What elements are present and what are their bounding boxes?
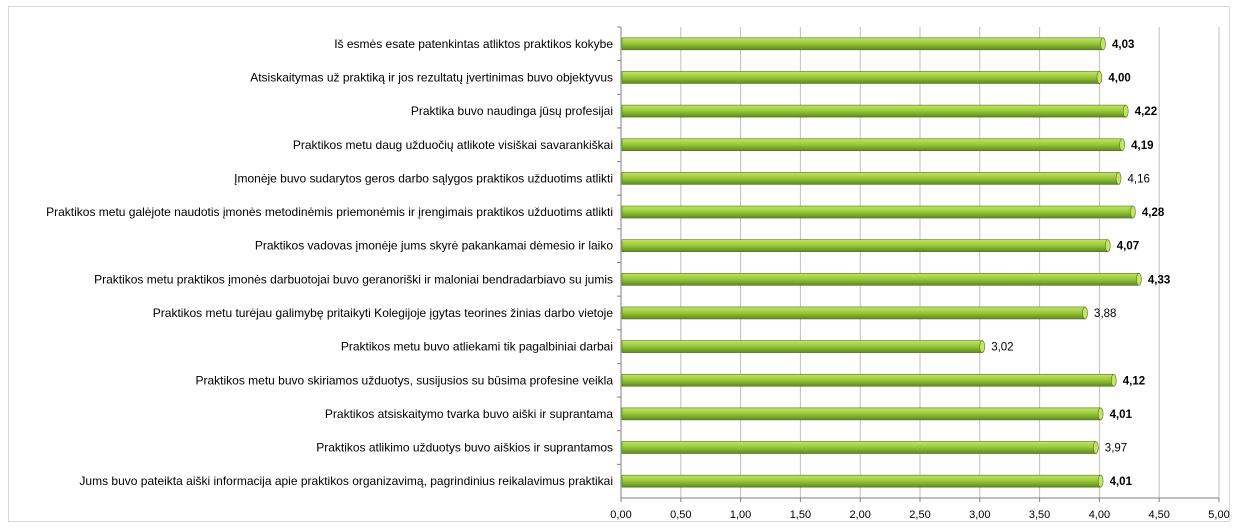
x-tick-label: 0,00 — [610, 509, 631, 521]
x-tick-label: 3,50 — [1029, 509, 1050, 521]
bar-end-cap — [979, 340, 985, 353]
value-label: 3,88 — [1094, 308, 1116, 320]
bar — [621, 306, 1086, 320]
value-label: 4,01 — [1110, 476, 1133, 488]
category-label: Praktika buvo naudinga jūsų profesijai — [411, 104, 613, 118]
bar — [621, 340, 983, 353]
x-tick-label: 2,00 — [849, 509, 870, 521]
bar — [621, 474, 1101, 488]
category-label: Atsiskaitymas už praktiką ir jos rezulta… — [250, 70, 613, 84]
x-tick-label: 4,50 — [1148, 509, 1169, 521]
value-label: 4,28 — [1142, 207, 1165, 219]
bar — [621, 104, 1127, 118]
category-label: Praktikos metu turėjau galimybę pritaiky… — [153, 306, 614, 320]
bar — [621, 138, 1123, 152]
x-tick-label: 2,50 — [909, 509, 930, 521]
bar-end-cap — [1104, 239, 1111, 252]
category-label: Praktikos vadovas įmonėje jums skyrė pak… — [255, 239, 613, 253]
value-label: 4,22 — [1135, 106, 1157, 118]
value-label: 3,97 — [1105, 443, 1127, 455]
bar-end-cap — [1130, 205, 1136, 219]
bar — [621, 373, 1115, 387]
category-label: Įmonėje buvo sudarytos geros darbo sąlyg… — [234, 171, 613, 185]
bar-end-cap — [1082, 306, 1088, 320]
value-label: 4,07 — [1117, 241, 1139, 253]
bar-end-cap — [1097, 407, 1104, 421]
bars — [621, 37, 1142, 488]
category-label: Praktikos metu buvo atliekami tik pagalb… — [341, 340, 613, 354]
x-tick-label: 5,00 — [1208, 509, 1229, 521]
category-label: Praktikos metu buvo skiriamos užduotys, … — [195, 373, 613, 387]
bar-end-cap — [1119, 138, 1125, 152]
category-label: Jums buvo pateikta aiški informacija api… — [79, 474, 613, 488]
bar — [621, 239, 1109, 252]
bar-end-cap — [1122, 104, 1129, 118]
category-label: Praktikos atlikimo užduotys buvo aiškios… — [316, 441, 613, 455]
value-label: 4,01 — [1110, 409, 1133, 421]
value-label: 4,00 — [1108, 72, 1130, 84]
value-label: 4,12 — [1123, 375, 1145, 387]
labels: 0,00 0,50 1,00 1,50 2,00 2,50 3,00 3,50 4,00 4,50… — [46, 37, 1230, 521]
bar — [621, 273, 1140, 286]
category-label: Iš esmės esate patenkintas atliktos prak… — [334, 37, 613, 51]
x-tick-label: 4,00 — [1089, 509, 1110, 521]
bar-end-cap — [1115, 172, 1122, 185]
x-tick-label: 1,00 — [730, 509, 751, 521]
bar — [621, 71, 1100, 84]
value-label: 4,33 — [1148, 274, 1170, 286]
axes — [617, 26, 1220, 502]
x-tick-label: 1,50 — [790, 509, 811, 521]
bar-end-cap — [1093, 441, 1099, 454]
gridlines — [680, 27, 1220, 498]
x-tick-label: 3,00 — [969, 509, 990, 521]
bar-end-cap — [1097, 474, 1104, 488]
bar — [621, 205, 1134, 219]
x-tick-label: 0,50 — [670, 509, 691, 521]
bar-end-cap — [1100, 37, 1106, 51]
value-label: 4,19 — [1131, 140, 1153, 152]
bar — [621, 407, 1101, 421]
chart-frame — [8, 6, 1230, 522]
bar-end-cap — [1136, 273, 1142, 286]
value-label: 3,02 — [991, 342, 1013, 354]
bar — [621, 441, 1097, 454]
bar — [621, 37, 1104, 51]
bar-end-cap — [1110, 373, 1117, 387]
category-label: Praktikos metu praktikos įmonės darbuoto… — [94, 272, 613, 286]
value-label: 4,03 — [1112, 39, 1134, 51]
value-label: 4,16 — [1128, 173, 1150, 185]
category-label: Praktikos metu galėjote naudotis įmonės … — [46, 205, 613, 219]
bar-end-cap — [1096, 71, 1103, 84]
category-label: Praktikos atsiskaitymo tvarka buvo aiški… — [325, 407, 613, 421]
bar — [621, 172, 1119, 185]
category-label: Praktikos metu daug užduočių atlikote vi… — [293, 138, 613, 152]
